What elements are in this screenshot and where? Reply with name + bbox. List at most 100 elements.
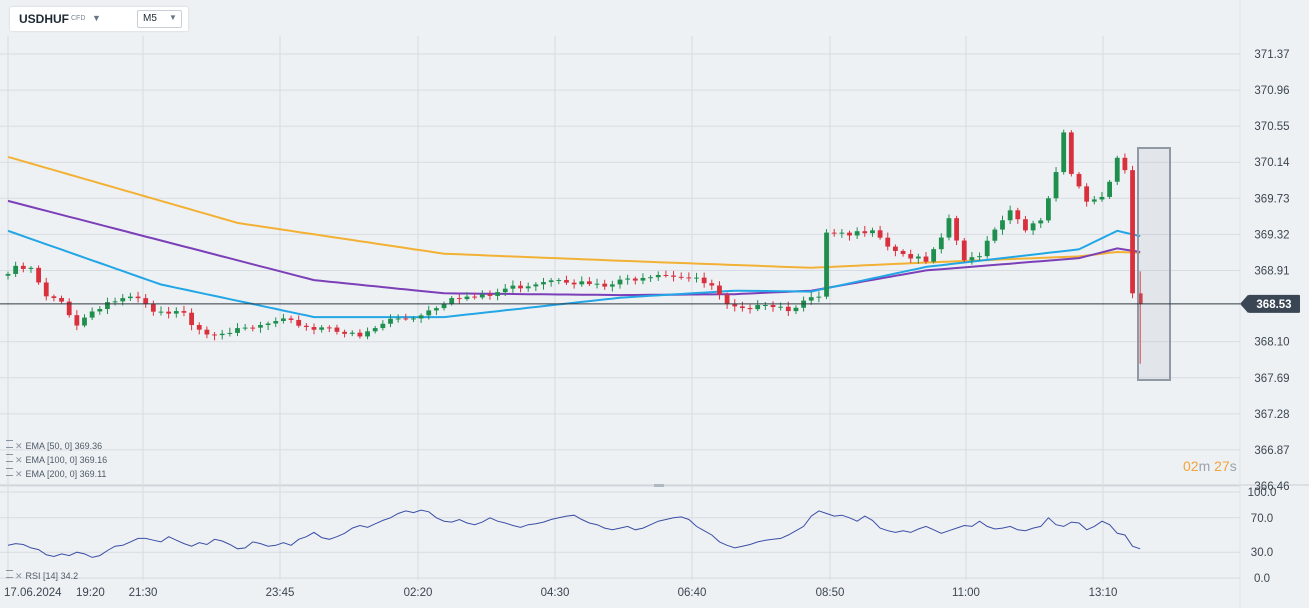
indicator-ema200[interactable]: ✕ EMA [200, 0] 369.11: [6, 468, 106, 480]
current-price-label: 368.53: [1256, 299, 1291, 311]
x-tick-label: 23:45: [266, 587, 295, 599]
x-tick-label: 17.06.2024: [4, 587, 62, 599]
candle-body: [66, 301, 72, 316]
candle-body: [128, 296, 133, 299]
candle-body: [1130, 170, 1135, 294]
indicator-ema50[interactable]: ✕ EMA [50, 0] 369.36: [6, 440, 102, 452]
candle-body: [1053, 172, 1059, 199]
close-icon[interactable]: ✕: [15, 455, 23, 465]
y-tick-label: 368.91: [1254, 265, 1289, 277]
candle-body: [1046, 198, 1051, 221]
candle-countdown: 02m 27s: [1183, 458, 1237, 474]
current-price-tag: [1248, 294, 1300, 313]
candle-body: [1007, 210, 1013, 221]
price-tag-arrow: [1240, 294, 1248, 313]
candle-body: [1023, 219, 1028, 231]
candle-body: [1099, 196, 1105, 200]
indicator-ema100[interactable]: ✕ EMA [100, 0] 369.16: [6, 454, 107, 466]
candle-body: [1137, 293, 1143, 304]
candle-body: [984, 240, 990, 257]
x-tick-label: 11:00: [952, 587, 980, 599]
symbol-type: CFD: [71, 15, 86, 22]
ema200-line: [7, 155, 1141, 269]
candle-body: [311, 327, 317, 330]
x-tick-label: 13:10: [1089, 587, 1118, 599]
candle-body: [1015, 210, 1021, 220]
x-tick-label: 08:50: [816, 587, 845, 599]
indicator-label: RSI [14] 34.2: [25, 571, 79, 581]
candle-body: [227, 332, 233, 334]
candle-body: [441, 303, 447, 309]
candle-body: [1076, 173, 1082, 187]
candle-body: [105, 302, 110, 310]
candle-body: [181, 311, 187, 313]
list-icon[interactable]: [6, 570, 13, 578]
y-tick-label: 366.87: [1254, 445, 1289, 457]
candle-body: [342, 331, 347, 334]
candle-body: [1084, 186, 1090, 202]
candle-body: [426, 310, 432, 316]
symbol-dropdown-icon[interactable]: ▼: [92, 13, 101, 23]
candle-body: [13, 265, 19, 274]
candle-body: [816, 296, 822, 298]
candle-body: [189, 312, 194, 326]
candle-body: [265, 323, 271, 326]
candle-body: [609, 284, 615, 287]
candle-body: [870, 230, 875, 234]
candle-body: [831, 232, 837, 234]
candle-body: [640, 277, 646, 281]
candle-body: [724, 294, 730, 305]
indicator-label: EMA [50, 0] 369.36: [25, 441, 103, 451]
y-tick-label: 367.28: [1254, 409, 1289, 421]
candle-body: [732, 304, 738, 307]
candle-body: [648, 277, 653, 279]
candle-body: [250, 327, 256, 329]
candle-body: [533, 284, 539, 287]
candle-body: [365, 331, 370, 337]
symbol-toolbar: USDHUF CFD ▼ M5 ▼: [10, 7, 188, 31]
candle-body: [143, 298, 149, 305]
candle-body: [1038, 220, 1044, 224]
candle-body: [931, 249, 937, 262]
timeframe-select[interactable]: M5 ▼: [137, 10, 182, 28]
x-tick-label: 06:40: [678, 587, 707, 599]
candle-body: [334, 327, 340, 332]
ema50-line: [7, 229, 1141, 319]
candle-body: [778, 306, 784, 308]
candle-body: [755, 305, 761, 310]
candle-body: [43, 282, 49, 297]
candle-body: [349, 332, 355, 334]
rsi-y-tick-label: 70.0: [1251, 513, 1273, 525]
indicator-label: EMA [100, 0] 369.16: [25, 455, 108, 465]
symbol-name[interactable]: USDHUF: [19, 12, 69, 26]
candle-body: [150, 304, 156, 312]
rsi-y-tick-label: 100.0: [1248, 487, 1277, 499]
candle-body: [701, 277, 707, 284]
candle-body: [541, 282, 546, 285]
y-tick-label: 368.10: [1254, 337, 1289, 349]
candle-body: [862, 231, 868, 234]
candle-body: [854, 231, 860, 236]
list-icon[interactable]: [6, 468, 13, 476]
candle-body: [28, 267, 34, 269]
close-icon[interactable]: ✕: [15, 469, 23, 479]
list-icon[interactable]: [6, 440, 13, 448]
candle-body: [258, 325, 263, 328]
indicator-rsi[interactable]: ✕ RSI [14] 34.2: [6, 570, 78, 582]
list-icon[interactable]: [6, 454, 13, 462]
candle-body: [5, 273, 11, 276]
candle-body: [877, 230, 883, 238]
close-icon[interactable]: ✕: [15, 571, 23, 581]
candle-body: [571, 282, 577, 285]
candle-body: [403, 318, 409, 320]
candle-body: [1000, 220, 1005, 230]
candle-body: [235, 328, 240, 333]
candle-body: [74, 315, 80, 326]
candle-body: [166, 311, 172, 314]
candle-body: [632, 278, 638, 281]
close-icon[interactable]: ✕: [15, 441, 23, 451]
candle-body: [694, 277, 699, 279]
candle-body: [893, 246, 898, 251]
candle-body: [678, 276, 684, 278]
